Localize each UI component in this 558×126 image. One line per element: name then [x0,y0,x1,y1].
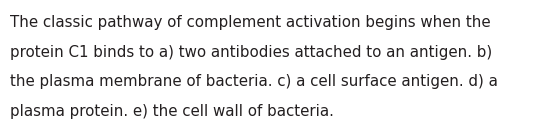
Text: the plasma membrane of bacteria. c) a cell surface antigen. d) a: the plasma membrane of bacteria. c) a ce… [10,74,498,89]
Text: The classic pathway of complement activation begins when the: The classic pathway of complement activa… [10,15,490,30]
Text: plasma protein. e) the cell wall of bacteria.: plasma protein. e) the cell wall of bact… [10,104,334,119]
Text: protein C1 binds to a) two antibodies attached to an antigen. b): protein C1 binds to a) two antibodies at… [10,45,492,60]
